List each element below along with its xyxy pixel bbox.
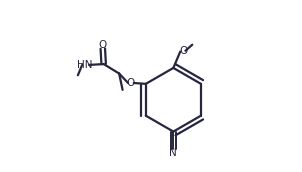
Text: O: O [127,78,135,88]
Text: O: O [99,40,107,50]
Text: HN: HN [77,60,92,70]
Text: N: N [169,148,177,158]
Text: O: O [179,46,188,56]
